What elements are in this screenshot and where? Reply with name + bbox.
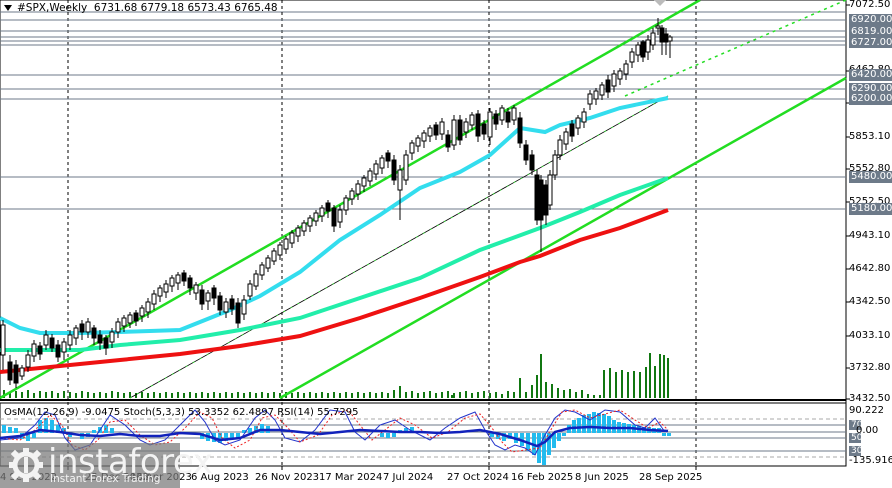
indicator-tick: -135.9167 <box>849 455 892 466</box>
time-tick: 16 Feb 2025 <box>511 472 574 483</box>
time-tick: 7 Jul 2024 <box>383 472 434 483</box>
indicator-level: 50 <box>849 433 863 443</box>
time-tick: 28 Sep 2025 <box>639 472 703 483</box>
level-label: 6290.00 <box>849 83 892 95</box>
arrow-marker-icon <box>654 0 666 6</box>
level-label: 6420.00 <box>849 69 892 81</box>
ema-slow-line <box>0 208 669 374</box>
level-label: 6920.00 <box>849 14 892 26</box>
symbol-label: #SPX,Weekly <box>17 2 88 14</box>
indicator-level: 70 <box>849 420 863 430</box>
level-label: 6727.00 <box>849 37 892 48</box>
price-tick: 3432.50 <box>849 393 891 404</box>
rsi-line <box>0 425 669 448</box>
level-label: 5180.00 <box>849 203 892 215</box>
level-label: 6819.00 <box>849 26 892 38</box>
level-lines <box>0 19 846 210</box>
level-label: 6200.00 <box>849 93 892 105</box>
indicator-title: OsMA(12,26,9) -9.0475 Stoch(5,3,3) 53.33… <box>4 407 359 418</box>
time-tick: 6 Aug 2023 <box>191 472 249 483</box>
price-tick: 5552.80 <box>849 163 891 174</box>
time-tick: 26 Nov 2023 <box>255 472 320 483</box>
price-tick: 4642.80 <box>849 263 891 274</box>
time-tick: 17 Mar 2024 <box>319 472 383 483</box>
price-tick: 7072.50 <box>849 0 891 10</box>
time-tick: 27 Oct 2024 <box>447 472 509 483</box>
price-tick: 5252.50 <box>849 196 891 207</box>
time-tick: 8 Jun 2025 <box>575 472 629 483</box>
collapse-triangle-icon[interactable] <box>4 5 12 11</box>
indicator-level: 30 <box>849 446 863 456</box>
indicator-tick: 90.222 <box>849 405 884 416</box>
price-tick: 5853.10 <box>849 131 891 142</box>
price-tick: 4342.50 <box>849 296 891 307</box>
stoch-signal-line <box>0 409 669 453</box>
chart-title: #SPX,Weekly 6731.68 6779.18 6573.43 6765… <box>4 2 278 14</box>
ema-mid-line <box>0 176 669 352</box>
indicator-tick: 0.00 <box>856 425 879 436</box>
watermark-tagline: Instant Forex Trading <box>50 473 161 485</box>
volume-bars <box>3 353 669 398</box>
main-pane <box>0 0 847 401</box>
stoch-main-line <box>0 409 666 456</box>
instaforex-logo-icon <box>9 448 43 482</box>
ohlc-values: 6731.68 6779.18 6573.43 6765.48 <box>93 2 278 14</box>
price-tick: 4943.10 <box>849 230 891 241</box>
channel-projection <box>624 0 847 97</box>
watermark-brand: instaforex <box>48 442 213 482</box>
ema-fast-line <box>0 96 669 335</box>
price-tick: 4033.10 <box>849 330 891 341</box>
level-label: 5480.00 <box>849 171 892 183</box>
watermark: instaforex Instant Forex Trading <box>0 442 213 488</box>
price-tick: 3732.80 <box>849 362 891 373</box>
price-candles <box>0 18 673 388</box>
